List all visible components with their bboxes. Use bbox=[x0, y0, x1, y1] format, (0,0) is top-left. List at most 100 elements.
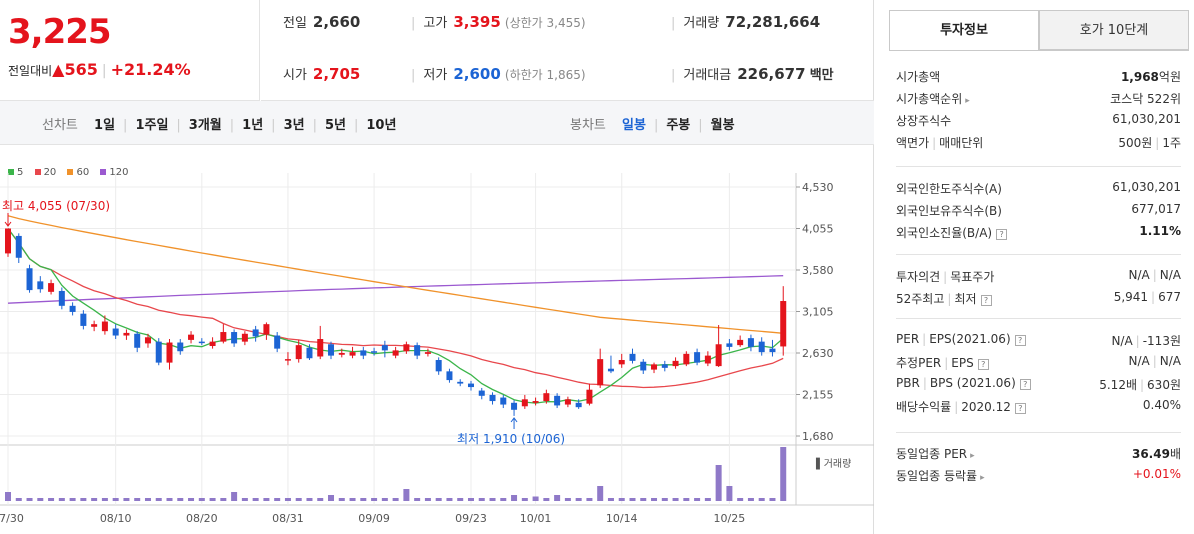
legend-ma120: 120 bbox=[100, 167, 129, 178]
tab-order-book[interactable]: 호가 10단계 bbox=[1039, 10, 1189, 50]
price-stats: 전일 2,660 | 고가 3,395 (상한가 3,455) | 거래량 72,281,… bbox=[261, 0, 874, 101]
help-icon[interactable]: ? bbox=[1019, 379, 1031, 390]
volume-bar bbox=[80, 498, 87, 501]
candle-body bbox=[467, 383, 474, 388]
info-row: 추정PER | EPS? N/A | N/A bbox=[896, 352, 1181, 372]
candle-body bbox=[683, 353, 690, 365]
candle-body bbox=[15, 235, 22, 258]
candle-body bbox=[177, 342, 184, 352]
volume-bar bbox=[155, 498, 162, 501]
y-tick-label: 4,055 bbox=[802, 223, 834, 236]
ma5-line bbox=[7, 228, 784, 404]
volume-bar bbox=[123, 498, 130, 501]
candle-daily[interactable]: 일봉 bbox=[622, 118, 646, 133]
volume-bar bbox=[263, 498, 270, 501]
candle-body bbox=[769, 348, 776, 353]
candle-body bbox=[392, 350, 399, 356]
volume-bar bbox=[629, 498, 636, 501]
candle-body bbox=[737, 339, 744, 346]
info-value: 677,017 bbox=[1131, 202, 1181, 216]
volume-bar bbox=[704, 498, 711, 501]
volume-bar bbox=[780, 447, 787, 501]
ma60-line bbox=[7, 215, 784, 334]
volume-bar bbox=[640, 498, 647, 501]
candle-body bbox=[511, 402, 518, 410]
candle-body bbox=[37, 281, 44, 290]
candle-body bbox=[597, 359, 604, 386]
candle-body bbox=[424, 352, 431, 354]
info-key[interactable]: 시가총액순위 ▸ bbox=[896, 92, 970, 106]
volume-bar bbox=[338, 498, 345, 501]
info-value: +0.01% bbox=[1132, 467, 1181, 481]
y-tick-label: 3,105 bbox=[802, 306, 834, 319]
period-10y[interactable]: 10년 bbox=[366, 118, 397, 133]
x-tick-label: 08/20 bbox=[186, 512, 218, 525]
info-row: 시가총액순위 ▸ 코스닥 522위 bbox=[896, 88, 1181, 108]
candle-body bbox=[101, 321, 108, 332]
volume-bar bbox=[274, 498, 281, 501]
candle-weekly[interactable]: 주봉 bbox=[666, 118, 691, 133]
candle-body bbox=[489, 394, 496, 402]
change-value: 565 bbox=[64, 60, 98, 79]
candle-body bbox=[457, 381, 464, 384]
x-tick-label: 09/09 bbox=[358, 512, 390, 525]
candle-body bbox=[661, 364, 668, 368]
info-value: 61,030,201 bbox=[1112, 112, 1181, 126]
info-row: 동일업종 등락률 ▸ +0.01% bbox=[896, 465, 1181, 485]
candle-body bbox=[360, 350, 367, 356]
candle-body bbox=[607, 368, 614, 372]
period-3m[interactable]: 3개월 bbox=[188, 118, 222, 133]
stat-volume: | 거래량 72,281,664 bbox=[671, 13, 821, 31]
volume-bar bbox=[231, 492, 238, 501]
volume-bar bbox=[91, 498, 98, 501]
y-tick-label: 1,680 bbox=[802, 430, 834, 443]
candle-body bbox=[252, 329, 259, 337]
info-value: N/A | N/A bbox=[1128, 354, 1181, 368]
help-icon[interactable]: ? bbox=[1014, 403, 1026, 414]
stat-open: 시가 2,705 bbox=[283, 65, 361, 83]
info-key[interactable]: 동일업종 등락률 ▸ bbox=[896, 469, 985, 483]
help-icon[interactable]: ? bbox=[996, 229, 1008, 240]
volume-bar bbox=[198, 498, 205, 501]
info-value: 5.12배 | 630원 bbox=[1099, 378, 1181, 392]
volume-bar bbox=[575, 498, 582, 501]
period-3y[interactable]: 3년 bbox=[283, 118, 305, 133]
x-tick-label: 10/14 bbox=[606, 512, 638, 525]
volume-bar bbox=[48, 498, 55, 501]
info-divider bbox=[896, 318, 1181, 319]
stock-chart[interactable]: 4,530 4,055 3,580 3,105 2,630 2,155 1,680 07/30… bbox=[0, 145, 874, 534]
volume-bar bbox=[241, 498, 248, 501]
volume-bar bbox=[597, 486, 604, 501]
info-key: 추정PER | EPS? bbox=[896, 354, 989, 371]
stat-low: | 저가 2,600 (하한가 1,865) bbox=[411, 65, 586, 83]
volume-bar bbox=[446, 498, 453, 501]
candle-body bbox=[26, 268, 33, 291]
candle-monthly[interactable]: 월봉 bbox=[710, 118, 735, 133]
period-1d[interactable]: 1일 bbox=[94, 118, 116, 133]
info-value: N/A | -113원 bbox=[1111, 334, 1181, 348]
tab-investment-info[interactable]: 투자정보 bbox=[889, 10, 1039, 50]
volume-bar bbox=[651, 498, 658, 501]
period-5y[interactable]: 5년 bbox=[324, 118, 346, 133]
volume-bar bbox=[69, 498, 76, 501]
stat-amount: | 거래대금 226,677 백만 bbox=[671, 65, 834, 83]
price-change: 전일대비▲565 | +21.24% bbox=[8, 60, 191, 79]
volume-bar bbox=[349, 498, 356, 501]
volume-bar bbox=[403, 489, 410, 501]
help-icon[interactable]: ? bbox=[980, 295, 992, 306]
price-summary: 3,225 전일대비▲565 | +21.24% bbox=[0, 0, 260, 101]
candle-body bbox=[274, 335, 281, 349]
candle-body bbox=[349, 352, 356, 356]
info-value: 61,030,201 bbox=[1112, 180, 1181, 194]
help-icon[interactable]: ? bbox=[1014, 335, 1026, 346]
volume-bar bbox=[252, 498, 259, 501]
help-icon[interactable]: ? bbox=[977, 359, 989, 370]
info-value: 코스닥 522위 bbox=[1110, 92, 1181, 106]
info-value: 36.49배 bbox=[1131, 447, 1181, 461]
volume-bar bbox=[306, 498, 313, 501]
period-1y[interactable]: 1년 bbox=[242, 118, 264, 133]
period-1w[interactable]: 1주일 bbox=[135, 118, 169, 133]
info-key[interactable]: 동일업종 PER ▸ bbox=[896, 447, 975, 461]
x-tick-label: 08/31 bbox=[272, 512, 304, 525]
volume-bar bbox=[328, 495, 335, 501]
